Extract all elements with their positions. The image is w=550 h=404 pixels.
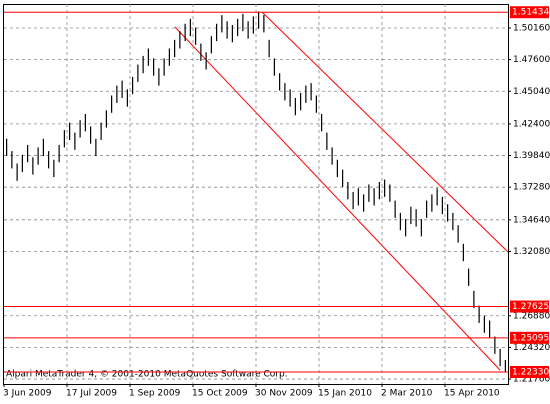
watermark: Alpari MetaTrader 4, © 2001-2010 MetaQuo… [6,370,288,380]
level-label-box [510,300,549,313]
x-tick-label: 3 Jun 2009 [3,389,52,399]
level-label-box [510,366,549,379]
y-tick-label: 1.24320 [513,343,550,353]
y-tick-label: 1.37280 [513,183,550,193]
channel-line [174,26,501,371]
y-tick-label: 1.32080 [513,247,550,257]
y-tick-label: 1.47600 [513,55,550,65]
x-tick-label: 1 Sep 2009 [129,389,181,399]
x-tick-label: 15 Jan 2010 [318,389,372,399]
y-tick-label: 1.45040 [513,87,550,97]
y-tick-label: 1.26880 [513,311,550,321]
y-tick-label: 1.42400 [513,119,550,129]
x-tick-label: 15 Oct 2009 [192,389,248,399]
level-label: 1.51434 [512,8,549,18]
level-label-box [510,331,549,344]
y-tick-label: 1.34640 [513,215,550,225]
x-tick-label: 30 Nov 2009 [255,389,313,399]
x-tick-label: 2 Mar 2010 [381,389,433,399]
level-label: 1.22330 [512,368,549,378]
y-tick-label: 1.21760 [513,375,550,385]
y-tick-label: 1.50160 [513,23,550,33]
level-label-box [510,6,549,19]
level-label: 1.25095 [512,333,549,343]
x-tick-label: 15 Apr 2010 [444,389,500,399]
x-tick-label: 17 Jul 2009 [66,389,117,399]
y-tick-label: 1.39840 [513,151,550,161]
channel-line [261,11,509,253]
level-label: 1.27625 [512,302,549,312]
